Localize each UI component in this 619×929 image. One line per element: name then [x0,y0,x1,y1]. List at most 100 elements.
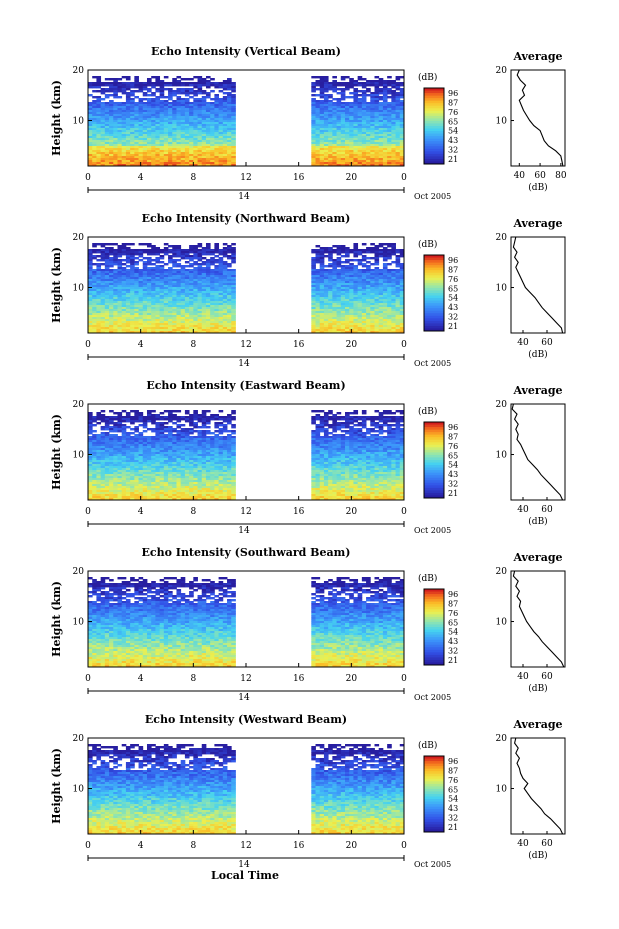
heatmap-cell [96,488,102,491]
heatmap-cell [180,78,186,81]
heatmap-cell [121,319,127,322]
heatmap-cell [193,309,198,312]
heatmap-cell [374,152,380,155]
heatmap-cell [163,128,169,131]
heatmap-cell [315,118,321,121]
heatmap-cell [193,323,198,326]
heatmap-cell [155,309,161,312]
heatmap-cell [201,301,207,304]
heatmap-cell [104,112,110,115]
heatmap-cell [138,307,144,310]
heatmap-cell [197,263,203,266]
heatmap-cell [374,82,380,85]
heatmap-cell [357,108,363,111]
heatmap-cell [146,146,152,149]
heatmap-cell [159,293,165,296]
heatmap-cell [218,257,224,260]
heatmap-cell [100,440,106,443]
heatmap-cell [319,295,325,298]
heatmap-cell [138,154,144,157]
heatmap-cell [231,253,236,256]
heatmap-cell [201,287,207,290]
heatmap-cell [222,130,228,133]
heatmap-cell [130,323,135,326]
heatmap-cell [168,116,173,119]
heatmap-cell [370,154,375,157]
heatmap-cell [205,144,211,147]
heatmap-cell [315,114,321,117]
heatmap-cell [176,329,182,332]
heatmap-cell [311,84,316,87]
heatmap-cell [113,90,118,93]
heatmap-cell [328,150,333,153]
heatmap-cell [130,273,135,276]
heatmap-cell [189,283,194,286]
heatmap-cell [340,164,346,167]
heatmap-cell [197,283,203,286]
heatmap-cell [125,273,131,276]
heatmap-cell [357,303,363,306]
heatmap-cell [176,245,182,248]
heatmap-cell [319,146,325,149]
heatmap-cell [172,247,177,250]
heatmap-cell [130,271,135,274]
heatmap-cell [155,265,161,268]
heatmap-cell [163,156,169,159]
heatmap-cell [210,98,215,101]
heatmap-cell [193,251,198,254]
heatmap-cell [172,287,177,290]
heatmap-cell [323,118,329,121]
heatmap-cell [231,307,236,310]
heatmap-cell [113,102,118,105]
heatmap-cell [222,80,228,83]
heatmap-cell [197,112,203,115]
heatmap-cell [142,287,148,290]
heatmap-cell [201,257,207,260]
heatmap-cell [349,303,354,306]
heatmap-cell [184,289,190,292]
heatmap-cell [395,329,401,332]
heatmap-cell [155,88,161,91]
heatmap-cell [328,130,333,133]
heatmap-cell [357,329,363,332]
heatmap-cell [109,422,114,425]
heatmap-cell [184,299,190,302]
heatmap-cell [370,247,375,250]
heatmap-cell [222,108,228,111]
heatmap-cell [205,130,211,133]
heatmap-cell [117,136,123,139]
heatmap-cell [172,82,177,85]
heatmap-cell [205,327,211,330]
heatmap-cell [184,295,190,298]
heatmap-cell [168,126,173,129]
heatmap-cell [193,311,198,314]
heatmap-cell [163,317,169,320]
heatmap-cell [378,84,384,87]
heatmap-cell [349,307,354,310]
heatmap-cell [146,112,152,115]
heatmap-cell [151,108,156,111]
heatmap-cell [378,311,384,314]
heatmap-cell [319,88,325,91]
heatmap-cell [159,124,165,127]
date-tick-label: 14 [238,359,250,369]
heatmap-cell [159,323,165,326]
heatmap-cell [168,271,173,274]
heatmap-cell [163,108,169,111]
heatmap-cell [366,317,371,320]
heatmap-cell [138,108,144,111]
heatmap-cell [311,287,316,290]
heatmap-cell [319,327,325,330]
heatmap-cell [184,138,190,141]
heatmap-cell [180,108,186,111]
heatmap-cell [391,154,396,157]
heatmap-cell [88,132,93,135]
heatmap-cell [168,317,173,320]
heatmap-cell [163,293,169,296]
heatmap-cell [104,295,110,298]
heatmap-cell [146,104,152,107]
heatmap-cell [378,148,384,151]
heatmap-cell [205,142,211,145]
heatmap-cell [357,277,363,280]
x-tick-label: 8 [190,340,196,350]
